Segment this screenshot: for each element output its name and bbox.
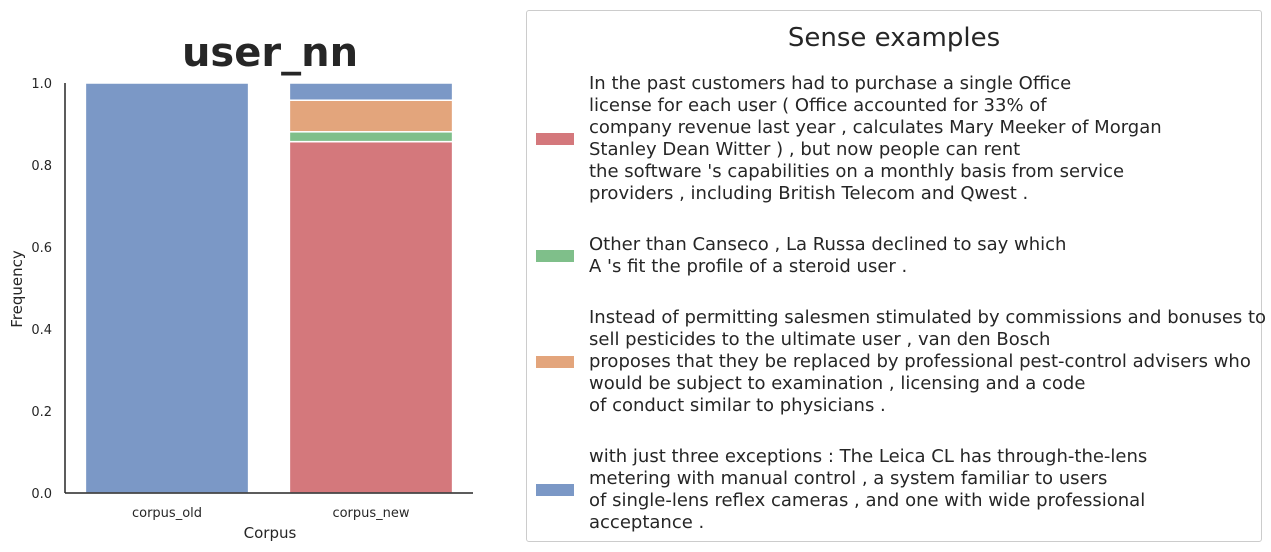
legend-text-line: Other than Canseco , La Russa declined t… <box>589 234 1067 255</box>
bar-corpus_new-segment-3 <box>288 82 454 101</box>
y-tick-label: 1.0 <box>31 77 52 92</box>
legend: Sense examples In the past customers had… <box>526 10 1267 542</box>
bars-group <box>84 82 454 494</box>
x-axis: corpus_old corpus_new <box>65 492 473 521</box>
chart-title: user_nn <box>182 30 358 76</box>
chart: user_nn 0.00.20.40.60.81.0 corpus_old cor… <box>8 30 473 542</box>
legend-text-line: A 's fit the profile of a steroid user . <box>589 256 908 277</box>
x-tick-label-corpus_old: corpus_old <box>132 506 202 521</box>
legend-text-line: metering with manual control , a system … <box>589 468 1108 489</box>
legend-text-line: providers , including British Telecom an… <box>589 183 1029 204</box>
x-axis-label: Corpus <box>244 524 297 542</box>
legend-entry-4: with just three exceptions : The Leica C… <box>527 446 1261 534</box>
y-axis: 0.0 0.2 0.4 0.6 0.8 1.0 <box>31 77 66 502</box>
x-tick-label-corpus_new: corpus_new <box>332 506 409 521</box>
legend-text-line: company revenue last year , calculates M… <box>589 117 1162 138</box>
legend-text-line: would be subject to examination , licens… <box>589 373 1086 394</box>
y-tick-label: 0.4 <box>31 323 52 338</box>
legend-text: Other than Canseco , La Russa declined t… <box>589 234 1259 278</box>
legend-swatch <box>536 484 574 496</box>
legend-swatch <box>536 250 574 262</box>
legend-text-line: of conduct similar to physicians . <box>589 395 886 416</box>
legend-swatch <box>536 356 574 368</box>
legend-text-line: the software 's capabilities on a monthl… <box>589 161 1125 182</box>
legend-swatch <box>536 133 574 145</box>
bar-corpus_old-segment-3 <box>84 82 250 494</box>
legend-text: with just three exceptions : The Leica C… <box>589 446 1259 534</box>
y-tick-label: 0.8 <box>31 159 52 174</box>
bar-corpus_new-segment-0 <box>288 140 454 494</box>
legend-text-line: of single-lens reflex cameras , and one … <box>589 490 1146 511</box>
legend-entry-1: In the past customers had to purchase a … <box>527 73 1261 205</box>
y-tick-label: 0.0 <box>31 487 52 502</box>
y-tick-label: 0.6 <box>31 241 52 256</box>
y-axis-label: Frequency <box>8 250 26 328</box>
legend-text-line: with just three exceptions : The Leica C… <box>589 446 1148 467</box>
legend-text-line: license for each user ( Office accounted… <box>589 95 1047 116</box>
legend-text: Instead of permitting salesmen stimulate… <box>589 307 1267 417</box>
legend-text-line: Instead of permitting salesmen stimulate… <box>589 307 1267 328</box>
legend-entry-2: Other than Canseco , La Russa declined t… <box>527 234 1261 278</box>
legend-title: Sense examples <box>787 23 1001 53</box>
legend-entry-3: Instead of permitting salesmen stimulate… <box>527 307 1267 417</box>
bar-corpus_new-segment-2 <box>288 99 454 133</box>
legend-text-line: acceptance . <box>589 512 705 533</box>
bar-corpus_new-segment-1 <box>288 131 454 143</box>
y-tick-label: 0.2 <box>31 405 52 420</box>
legend-text-line: proposes that they be replaced by profes… <box>589 351 1251 372</box>
legend-text: In the past customers had to purchase a … <box>589 73 1259 205</box>
legend-text-line: sell pesticides to the ultimate user , v… <box>589 329 1051 350</box>
legend-text-line: Stanley Dean Witter ) , but now people c… <box>589 139 1021 160</box>
legend-text-line: In the past customers had to purchase a … <box>589 73 1072 94</box>
